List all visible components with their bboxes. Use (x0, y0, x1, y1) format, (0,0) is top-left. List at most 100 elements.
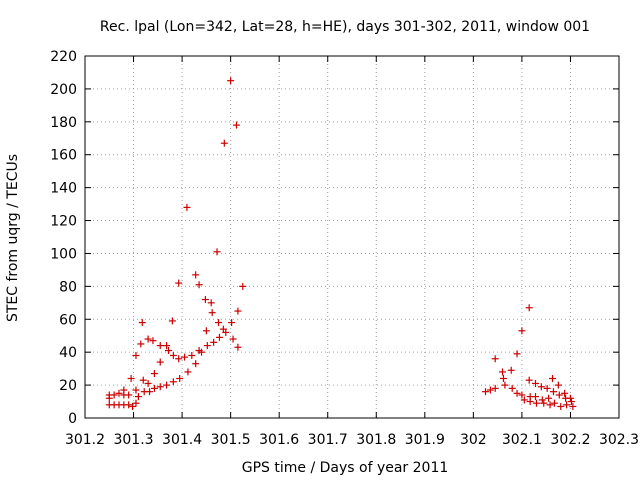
data-point (229, 335, 237, 343)
data-point (540, 399, 548, 407)
data-point (169, 351, 177, 359)
y-tick-label: 20 (59, 378, 77, 394)
data-point (183, 203, 191, 211)
data-point (110, 391, 118, 399)
data-point (198, 348, 206, 356)
y-axis-label: STEC from uqrg / TECUs (5, 154, 21, 322)
data-point (228, 319, 236, 327)
data-point (550, 399, 558, 407)
data-point (188, 351, 196, 359)
data-point (513, 389, 521, 397)
data-point (125, 401, 133, 409)
data-point (139, 376, 147, 384)
y-tick-label: 140 (50, 181, 77, 197)
y-tick-label: 220 (50, 49, 77, 65)
data-point (156, 342, 164, 350)
plot-frame (84, 55, 620, 419)
data-point (163, 342, 171, 350)
data-point (184, 368, 192, 376)
data-point (215, 319, 222, 327)
data-point (156, 383, 164, 391)
y-tick-label: 80 (59, 279, 77, 295)
data-point (127, 375, 135, 383)
data-point (208, 309, 216, 317)
data-point (545, 394, 553, 402)
data-point (507, 366, 515, 374)
x-tick-label: 301.2 (65, 432, 105, 448)
data-point (129, 402, 137, 410)
data-point (525, 304, 533, 312)
data-point (149, 337, 157, 345)
grid (85, 56, 619, 418)
y-tick-label: 60 (59, 312, 77, 328)
data-point (168, 317, 176, 325)
data-point (175, 355, 183, 363)
x-tick-label: 302.2 (550, 432, 590, 448)
data-point (146, 388, 154, 396)
data-point (563, 401, 571, 409)
x-tick-label: 302.3 (599, 432, 639, 448)
data-point (569, 402, 577, 410)
y-tick-label: 120 (50, 214, 77, 230)
data-point (137, 340, 145, 348)
x-tick-label: 301.4 (162, 432, 202, 448)
data-point (195, 281, 203, 289)
data-point (138, 319, 146, 327)
data-point (132, 351, 140, 359)
data-point (499, 375, 507, 383)
data-point (192, 271, 200, 279)
data-point (532, 379, 540, 387)
y-tick-label: 40 (59, 345, 77, 361)
data-point (482, 388, 489, 396)
data-point (567, 398, 575, 406)
data-point (538, 396, 546, 404)
data-point (486, 386, 494, 394)
y-tick-label: 160 (50, 148, 77, 164)
x-tick-label: 301.3 (113, 432, 153, 448)
data-point (220, 139, 228, 147)
data-point (134, 393, 142, 401)
data-point (557, 402, 565, 410)
x-tick-label: 301.9 (405, 432, 445, 448)
data-point (239, 282, 247, 290)
data-point (518, 391, 526, 399)
x-tick-label: 301.8 (356, 432, 396, 448)
data-point (227, 77, 235, 85)
x-tick-label: 301.6 (259, 432, 299, 448)
data-point (520, 396, 528, 404)
data-point (163, 381, 171, 389)
data-point (543, 384, 551, 392)
data-point (554, 381, 562, 389)
data-point (234, 343, 242, 351)
data-point (192, 360, 200, 368)
data-point (144, 379, 152, 387)
chart-title: Rec. lpal (Lon=342, Lat=28, h=HE), days … (100, 19, 590, 35)
data-point (132, 399, 140, 407)
axis-ticks (84, 55, 620, 419)
data-point (202, 327, 210, 335)
data-point (518, 327, 526, 335)
x-axis-label: GPS time / Days of year 2011 (242, 460, 449, 476)
data-point (222, 328, 230, 336)
data-point (115, 389, 123, 397)
data-point (566, 394, 574, 402)
data-point (555, 391, 563, 399)
y-tick-label: 100 (50, 246, 77, 262)
data-point (150, 384, 158, 392)
data-point (207, 299, 215, 307)
data-point (232, 121, 240, 129)
data-point (532, 399, 540, 407)
data-point (150, 370, 158, 378)
data-point (215, 333, 223, 341)
y-tick-label: 180 (50, 115, 77, 131)
data-point (498, 368, 506, 376)
data-point (561, 389, 569, 397)
data-point (201, 296, 209, 304)
data-point (526, 398, 534, 406)
x-tick-labels: 301.2 301.3 301.4 301.5 301.6 301.7 301.8 301.9… (65, 432, 639, 448)
data-point (501, 381, 509, 389)
data-point (176, 375, 184, 383)
data-point (125, 391, 133, 399)
